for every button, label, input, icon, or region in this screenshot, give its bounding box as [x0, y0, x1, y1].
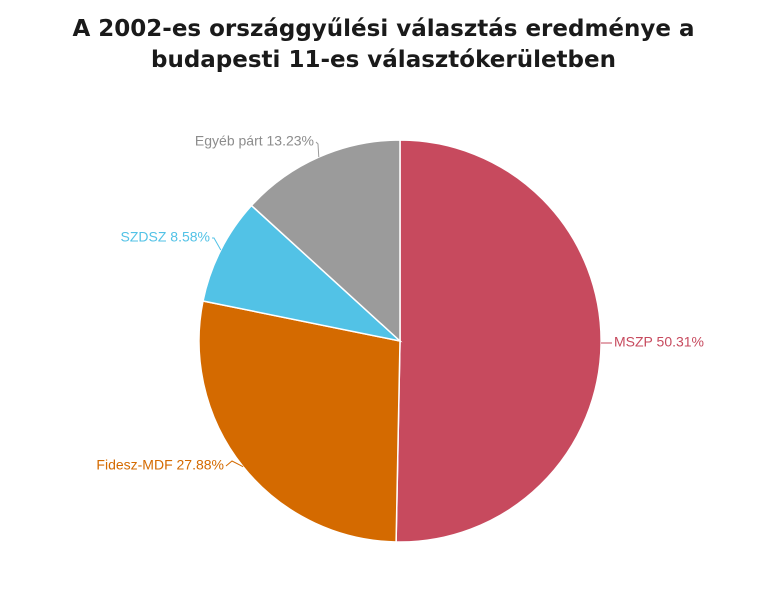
pie-slice-fidesz-mdf [198, 300, 401, 543]
slice-label-mszp: MSZP 50.31% [614, 334, 704, 350]
pie-slices [198, 139, 602, 543]
slice-label-fidesz-mdf: Fidesz-MDF 27.88% [96, 457, 224, 473]
chart-title-line-2: budapesti 11-es választókerületben [150, 47, 616, 73]
chart-title-line-1: A 2002-es országgyűlési választás eredmé… [72, 16, 695, 42]
label-leaders [212, 141, 612, 468]
slice-labels: MSZP 50.31% Fidesz-MDF 27.88% SZDSZ 8.58% E… [96, 133, 704, 473]
slice-label-szdsz: SZDSZ 8.58% [121, 229, 210, 245]
pie-slice-mszp [395, 139, 602, 543]
leader-line-egy-b-p-rt [315, 141, 320, 158]
pie-slice-egy-b-p-rt [250, 139, 401, 343]
slice-label-egy-b-p-rt: Egyéb párt 13.23% [195, 133, 314, 149]
leader-line-szdsz [212, 237, 222, 251]
chart-title: A 2002-es országgyűlési választás eredmé… [0, 14, 767, 76]
leader-line-fidesz-mdf [225, 460, 244, 468]
